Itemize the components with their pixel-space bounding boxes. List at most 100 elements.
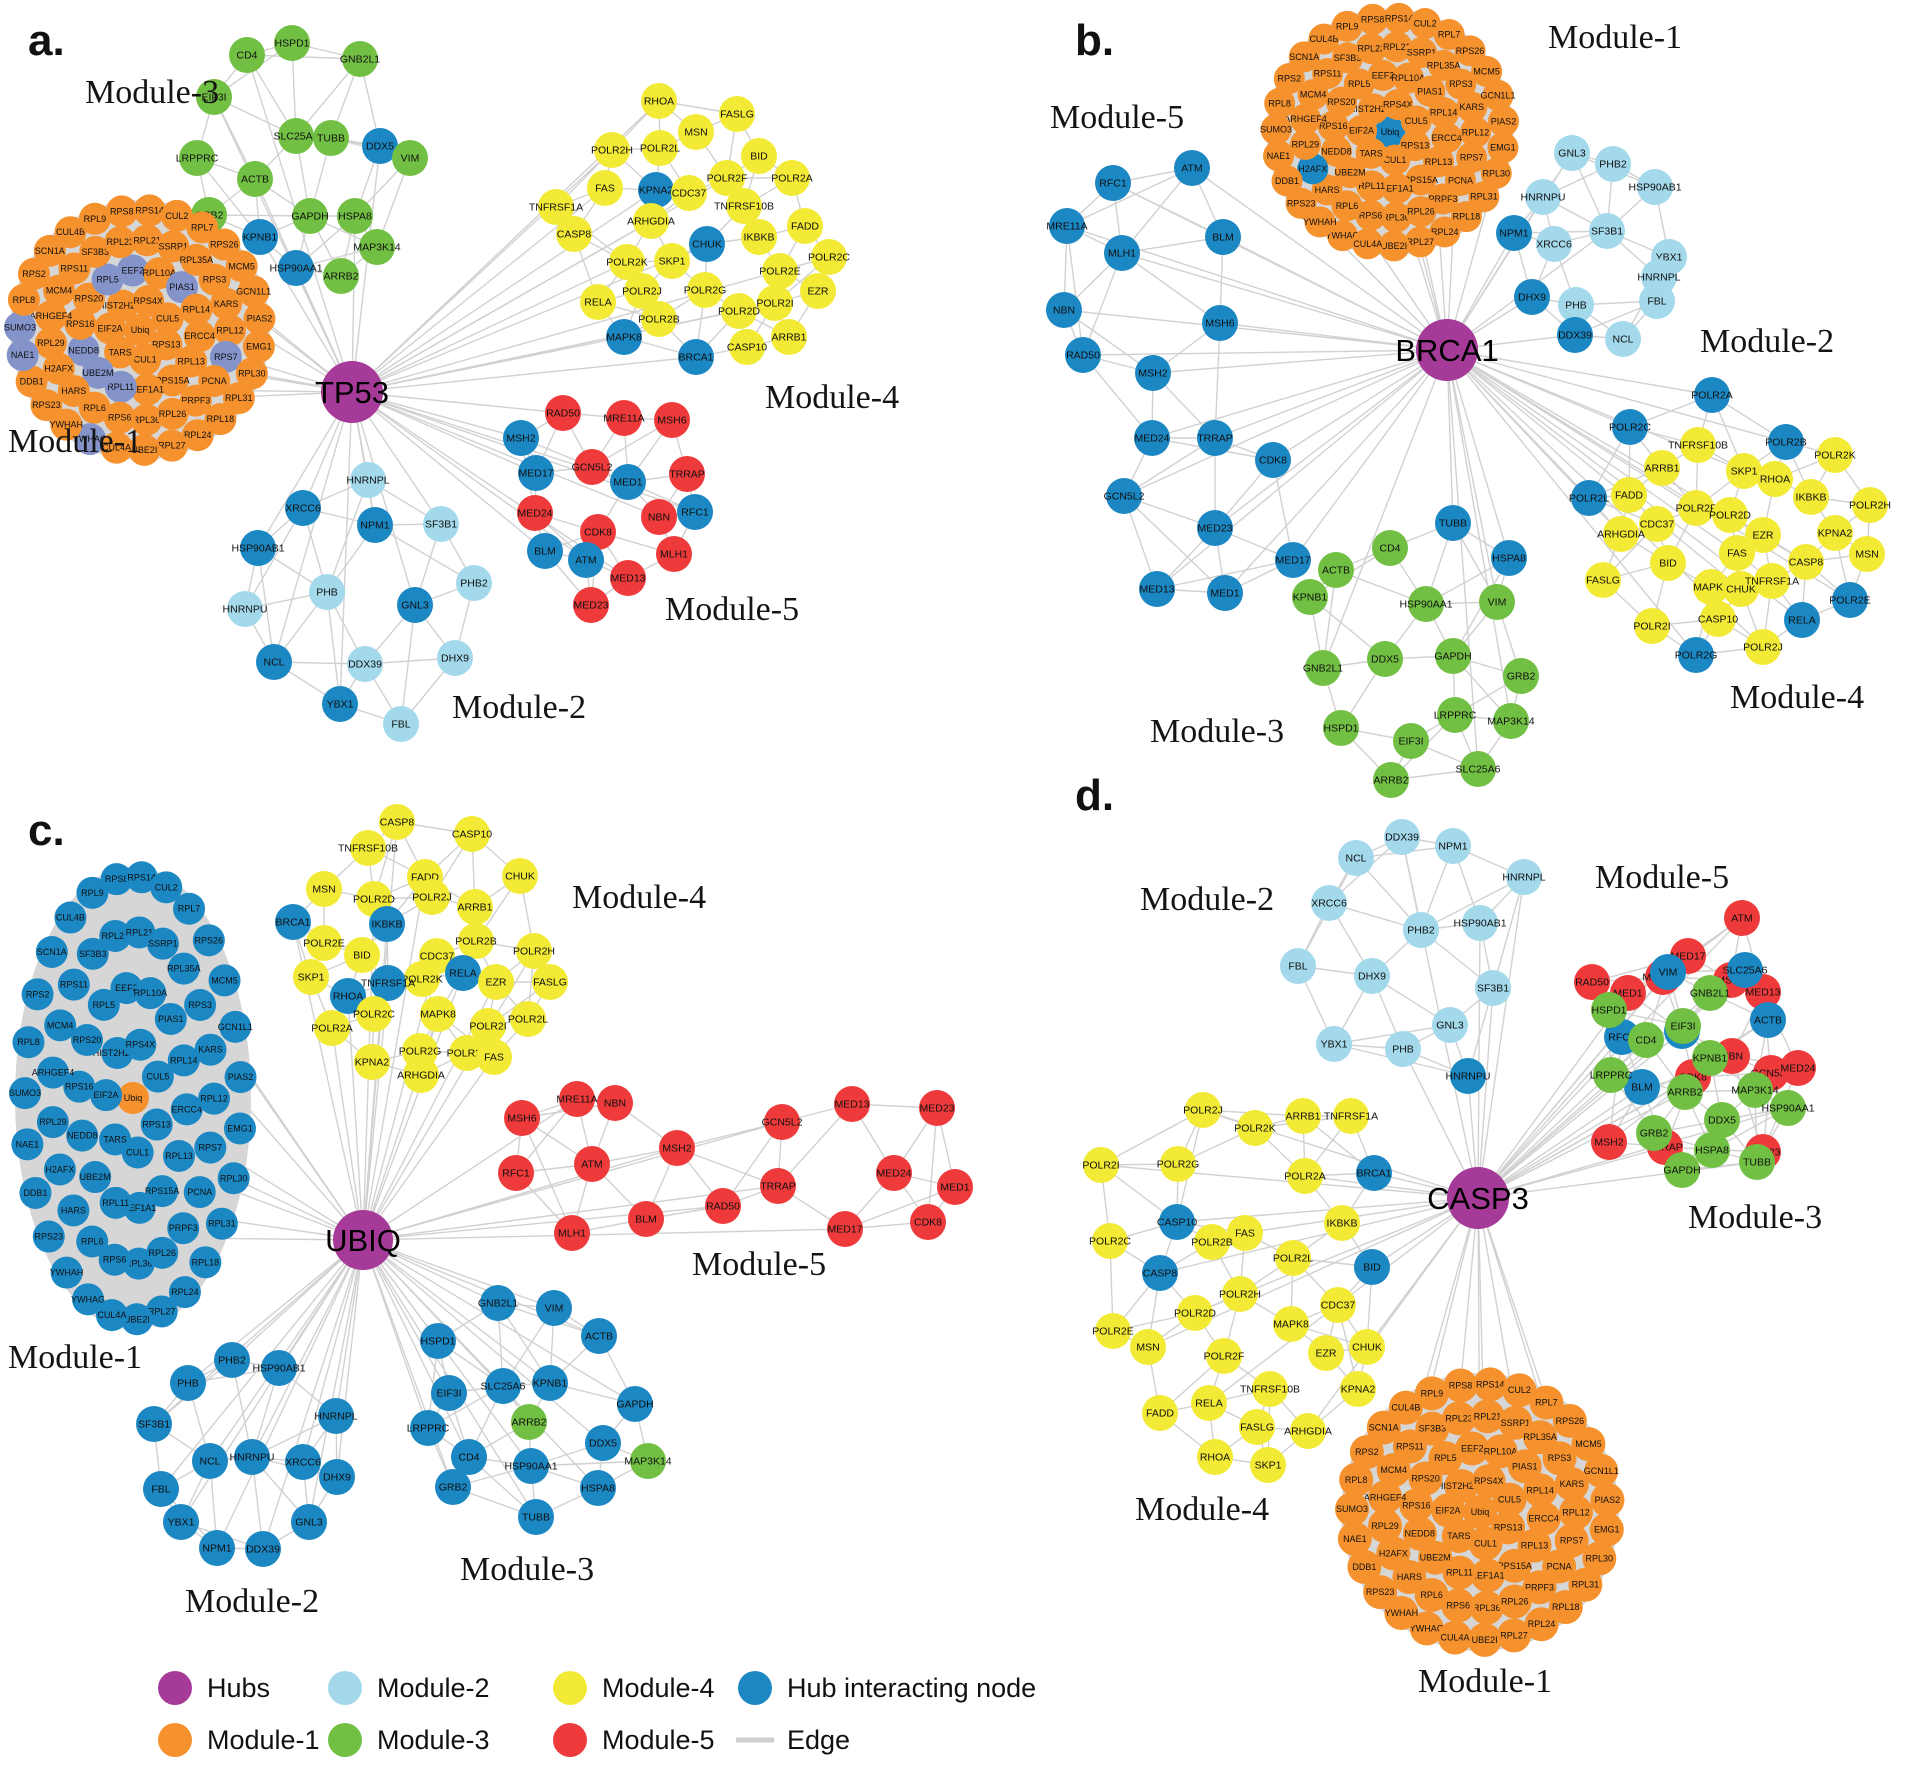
- node-label: EIF3I: [201, 92, 226, 104]
- module-node-dot: [1473, 1367, 1508, 1402]
- module-node-dot: [1754, 563, 1790, 599]
- module-node-dot: [1480, 157, 1512, 189]
- node-label: DDB1: [23, 1188, 47, 1198]
- module-node-dot: [597, 1085, 633, 1121]
- node-label: ARRB1: [457, 902, 492, 914]
- hub-interacting-node-dot: [11, 1128, 44, 1161]
- node-label: RAD50: [706, 1201, 740, 1213]
- module-node-dot: [1558, 1495, 1593, 1530]
- node-label: YBX1: [168, 1517, 195, 1529]
- node-label: RPL26: [1501, 1597, 1529, 1607]
- module-node-dot: [654, 402, 690, 438]
- hub-interacting-node-dot: [99, 1123, 132, 1156]
- node-label: Ubiq: [1381, 127, 1400, 137]
- node-c-PIAS2: PIAS2: [224, 1061, 257, 1094]
- node-label: PHB2: [1599, 159, 1627, 171]
- hub-interacting-node-dot: [1491, 540, 1527, 576]
- module-node-dot: [1288, 41, 1320, 73]
- module-label-b-module-1: Module-1: [1548, 19, 1682, 56]
- hub-interacting-node-dot: [54, 901, 87, 934]
- module-label-c-module-4: Module-4: [572, 879, 706, 916]
- node-c-GAPDH: GAPDH: [616, 1386, 654, 1422]
- node-b-GCN5L2: GCN5L2: [1104, 478, 1145, 514]
- node-label: FASLG: [533, 977, 567, 989]
- node-label: POLR2K: [1234, 1123, 1275, 1135]
- node-a-PIAS2: PIAS2: [243, 302, 276, 335]
- hub-interacting-node-dot: [410, 1410, 446, 1446]
- node-a-EEF2: EEF2: [116, 254, 149, 287]
- node-d-XRCC6: XRCC6: [1311, 885, 1347, 921]
- module-node-dot: [1780, 1050, 1816, 1086]
- hub-interacting-node-dot: [146, 927, 179, 960]
- hub-interacting-node-dot: [318, 1398, 354, 1434]
- node-label: Ubiq: [1471, 1507, 1490, 1517]
- node-c-RFC1: RFC1: [498, 1155, 534, 1191]
- node-c-YBX1: YBX1: [163, 1504, 199, 1540]
- node-d-RPS23: RPS23: [1363, 1575, 1398, 1610]
- node-b-NPM1: NPM1: [1496, 215, 1532, 251]
- module-node-dot: [131, 224, 164, 257]
- module-label-b-module-4: Module-4: [1730, 679, 1864, 716]
- module-node-dot: [1468, 1526, 1503, 1561]
- node-label: RPL14: [1430, 108, 1458, 118]
- module-node-dot: [1680, 427, 1716, 463]
- module-node-dot: [1177, 1295, 1213, 1331]
- node-c-RPL11: RPL11: [99, 1186, 132, 1219]
- module-node-dot: [180, 293, 213, 326]
- node-c-BRCA1: BRCA1: [275, 904, 311, 940]
- node-b-EIF3I: EIF3I: [1393, 723, 1429, 759]
- node-b-MSN: MSN: [1849, 536, 1885, 572]
- node-label: MSN: [1136, 1342, 1159, 1354]
- node-label: NAE1: [16, 1139, 40, 1149]
- node-label: TNFRSF1A: [1745, 576, 1799, 588]
- node-label: RPS2: [1278, 74, 1302, 84]
- node-label: TNFRSF10B: [338, 843, 398, 855]
- node-b-YWHAG: YWHAG: [1326, 220, 1360, 252]
- node-label: RPS20: [73, 1035, 102, 1045]
- legend-item-module-4: Module-4: [553, 1671, 715, 1705]
- module-node-dot: [404, 961, 440, 997]
- module-node-dot: [1443, 1368, 1478, 1403]
- node-c-MCM5: MCM5: [208, 964, 241, 997]
- module-node-dot: [1497, 1584, 1532, 1619]
- node-label: GAPDH: [616, 1399, 653, 1411]
- hub-interacting-node-dot: [1049, 208, 1085, 244]
- module-node-dot: [1331, 10, 1363, 42]
- node-a-BRCA1: BRCA1: [678, 339, 714, 375]
- node-a-RPL14: RPL14: [180, 293, 213, 326]
- node-c-MED13: MED13: [834, 1086, 870, 1122]
- node-label: GNB2L1: [1690, 988, 1730, 1000]
- node-label: LRPPRC: [1590, 1070, 1633, 1082]
- node-c-HSPA8: HSPA8: [580, 1470, 616, 1506]
- hub-interacting-node-dot: [518, 455, 554, 491]
- node-a-LRPPRC: LRPPRC: [176, 140, 219, 176]
- node-label: POLR2I: [1082, 1160, 1119, 1172]
- node-d-RPL13: RPL13: [1517, 1528, 1552, 1563]
- node-d-POLR2H: POLR2H: [1219, 1276, 1261, 1312]
- hub-interacting-node-dot: [1354, 1249, 1390, 1285]
- node-label: EMG1: [1594, 1525, 1620, 1535]
- node-a-MED1: MED1: [610, 464, 646, 500]
- node-label: RPS23: [1287, 198, 1316, 208]
- hub-interacting-node-dot: [568, 542, 604, 578]
- node-d-CUL5: CUL5: [1492, 1482, 1527, 1517]
- node-label: DHX9: [1358, 971, 1386, 983]
- module-node-dot: [1404, 226, 1436, 258]
- node-label: HSPA8: [1492, 553, 1526, 565]
- node-a-MSH2: MSH2: [503, 420, 539, 456]
- node-c-EZR: EZR: [478, 964, 514, 1000]
- module-node-dot: [1432, 1007, 1468, 1043]
- hub-interacting-node-dot: [123, 1191, 156, 1224]
- node-c-PRPF3: PRPF3: [167, 1212, 200, 1245]
- node-label: POLR2L: [640, 143, 680, 155]
- module-node-dot: [937, 1169, 973, 1205]
- node-b-BLM: BLM: [1205, 219, 1241, 255]
- node-c-MCM4: MCM4: [44, 1009, 77, 1042]
- node-d-TNFRSF10B: TNFRSF10B: [1240, 1371, 1300, 1407]
- node-a-POLR2D: POLR2D: [718, 293, 760, 329]
- node-label: ARRB1: [771, 332, 806, 344]
- node-label: CUL4B: [1309, 34, 1338, 44]
- module-node-dot: [103, 401, 136, 434]
- module-node-dot: [1548, 1590, 1583, 1625]
- module-node-dot: [671, 175, 707, 211]
